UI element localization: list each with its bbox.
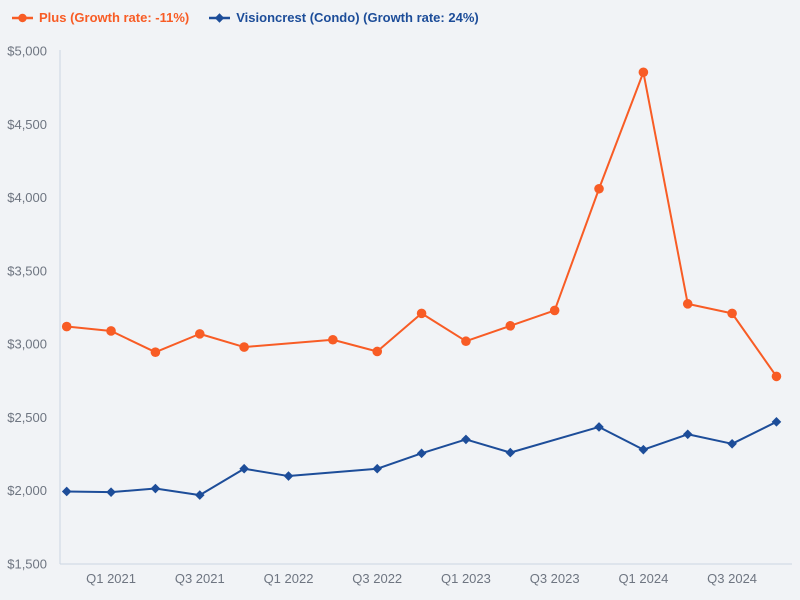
data-point[interactable] <box>239 342 249 352</box>
data-point[interactable] <box>461 336 471 347</box>
series-line-0 <box>65 71 778 378</box>
data-point[interactable] <box>416 448 427 459</box>
data-point[interactable] <box>505 321 516 331</box>
data-point[interactable] <box>638 444 649 455</box>
data-point[interactable] <box>416 308 427 319</box>
x-axis-label: Q1 2024 <box>618 571 668 586</box>
y-axis-label: $4,000 <box>7 190 47 205</box>
line-circle-marker-icon <box>12 13 33 23</box>
x-axis-label: Q3 2022 <box>352 571 402 586</box>
data-point[interactable] <box>638 67 649 78</box>
legend-label-plus: Plus (Growth rate: -11%) <box>39 10 190 25</box>
chart-legend: Plus (Growth rate: -11%) Visioncrest (Co… <box>12 8 479 28</box>
data-point[interactable] <box>682 299 693 309</box>
y-axis-label: $5,000 <box>7 44 47 59</box>
y-axis-label: $4,500 <box>7 117 47 132</box>
x-axis-label: Q3 2021 <box>175 571 225 586</box>
data-point[interactable] <box>727 308 737 319</box>
data-point[interactable] <box>61 486 72 497</box>
data-point[interactable] <box>505 447 516 458</box>
x-axis-label: Q1 2021 <box>86 571 136 586</box>
data-point[interactable] <box>194 329 205 339</box>
data-point[interactable] <box>150 483 161 494</box>
x-axis-label: Q1 2022 <box>264 571 314 586</box>
data-point[interactable] <box>771 417 782 427</box>
data-point[interactable] <box>239 463 249 474</box>
data-point[interactable] <box>771 371 782 382</box>
data-point[interactable] <box>194 490 205 500</box>
data-point[interactable] <box>461 434 471 445</box>
y-axis-label: $2,000 <box>7 483 47 498</box>
data-point[interactable] <box>283 471 294 481</box>
data-point[interactable] <box>106 487 116 497</box>
y-axis-label: $3,500 <box>7 263 47 278</box>
x-axis-label: Q3 2024 <box>707 571 757 586</box>
data-point[interactable] <box>106 326 116 336</box>
series-line-1 <box>65 420 778 497</box>
x-axis-label: Q1 2023 <box>441 571 491 586</box>
data-point[interactable] <box>549 305 560 316</box>
line-diamond-marker-icon <box>209 13 231 23</box>
legend-item-plus[interactable]: Plus (Growth rate: -11%) <box>12 8 189 28</box>
y-axis-label: $1,500 <box>7 557 47 572</box>
data-point[interactable] <box>150 347 161 358</box>
data-point[interactable] <box>372 346 383 357</box>
legend-item-visioncrest[interactable]: Visioncrest (Condo) (Growth rate: 24%) <box>209 8 479 28</box>
data-point[interactable] <box>727 439 737 449</box>
data-point[interactable] <box>372 463 383 474</box>
data-point[interactable] <box>594 183 604 194</box>
data-point[interactable] <box>682 429 693 440</box>
data-point[interactable] <box>594 422 604 432</box>
legend-label-visioncrest: Visioncrest (Condo) (Growth rate: 24%) <box>236 10 479 25</box>
x-axis-label: Q3 2023 <box>530 571 580 586</box>
data-point[interactable] <box>328 334 338 345</box>
y-axis-label: $3,000 <box>7 337 47 352</box>
data-point[interactable] <box>61 321 72 332</box>
y-axis-label: $2,500 <box>7 410 47 425</box>
